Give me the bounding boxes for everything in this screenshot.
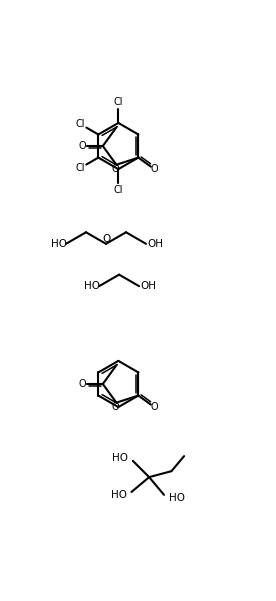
Text: HO: HO	[169, 493, 185, 503]
Text: Cl: Cl	[76, 163, 85, 173]
Text: OH: OH	[140, 281, 156, 291]
Text: O: O	[79, 379, 87, 389]
Text: OH: OH	[147, 239, 163, 249]
Text: Cl: Cl	[114, 185, 123, 195]
Text: O: O	[111, 402, 119, 412]
Text: HO: HO	[51, 239, 67, 249]
Text: Cl: Cl	[114, 97, 123, 107]
Text: HO: HO	[84, 281, 100, 291]
Text: HO: HO	[111, 490, 127, 500]
Text: O: O	[151, 402, 158, 412]
Text: HO: HO	[112, 453, 128, 463]
Text: O: O	[111, 164, 119, 174]
Text: Cl: Cl	[76, 119, 85, 129]
Text: O: O	[151, 164, 158, 174]
Text: O: O	[102, 234, 110, 244]
Text: O: O	[79, 141, 87, 151]
